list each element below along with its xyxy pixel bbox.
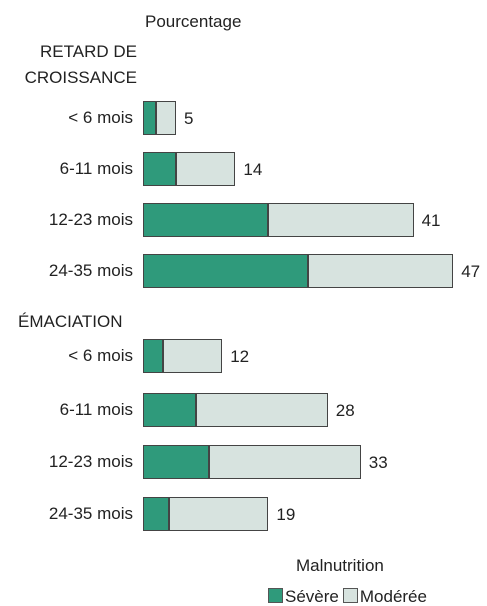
bar-segment	[143, 393, 196, 427]
legend-item: Sévère	[268, 587, 339, 606]
bar-segment	[143, 254, 308, 288]
total-label: 12	[230, 347, 250, 366]
bar-segment	[308, 254, 454, 288]
group-title: ÉMACIATION	[18, 312, 123, 331]
category-label: 12-23 mois	[48, 210, 133, 229]
legend: Sévère Modérée	[268, 587, 431, 606]
legend-swatch	[268, 588, 283, 603]
total-label: 41	[421, 211, 441, 230]
bar-segment	[156, 101, 176, 135]
total-label: 28	[335, 401, 355, 420]
bar-segment	[143, 203, 269, 237]
bar-segment	[169, 497, 269, 531]
category-label: 6-11 mois	[59, 159, 133, 178]
bar-segment	[195, 393, 328, 427]
bar-segment	[143, 152, 176, 186]
category-label: 24-35 mois	[48, 504, 133, 523]
bar-segment	[143, 497, 170, 531]
total-label: 19	[276, 505, 296, 524]
legend-title: Malnutrition	[296, 556, 384, 575]
bar-segment	[143, 445, 209, 479]
category-label: 12-23 mois	[48, 452, 133, 471]
bar-segment	[209, 445, 361, 479]
bar-segment	[143, 339, 163, 373]
bar-segment	[162, 339, 223, 373]
total-label: 33	[368, 453, 388, 472]
group-title: RETARD DE CROISSANCE	[24, 42, 137, 87]
legend-text: Sévère	[285, 587, 339, 606]
legend-swatch	[342, 588, 358, 603]
legend-item: Modérée	[342, 587, 427, 606]
bar-segment	[268, 203, 414, 237]
category-label: < 6 mois	[68, 346, 133, 365]
category-label: 24-35 mois	[48, 261, 133, 280]
category-label: < 6 mois	[68, 108, 133, 127]
category-label: 6-11 mois	[59, 400, 133, 419]
bar-segment	[143, 101, 157, 135]
total-label: 5	[184, 109, 194, 128]
bar-segment	[176, 152, 236, 186]
legend-text: Modérée	[359, 587, 427, 606]
total-label: 47	[461, 262, 481, 281]
axis-label: Pourcentage	[145, 12, 242, 31]
total-label: 14	[243, 160, 263, 179]
